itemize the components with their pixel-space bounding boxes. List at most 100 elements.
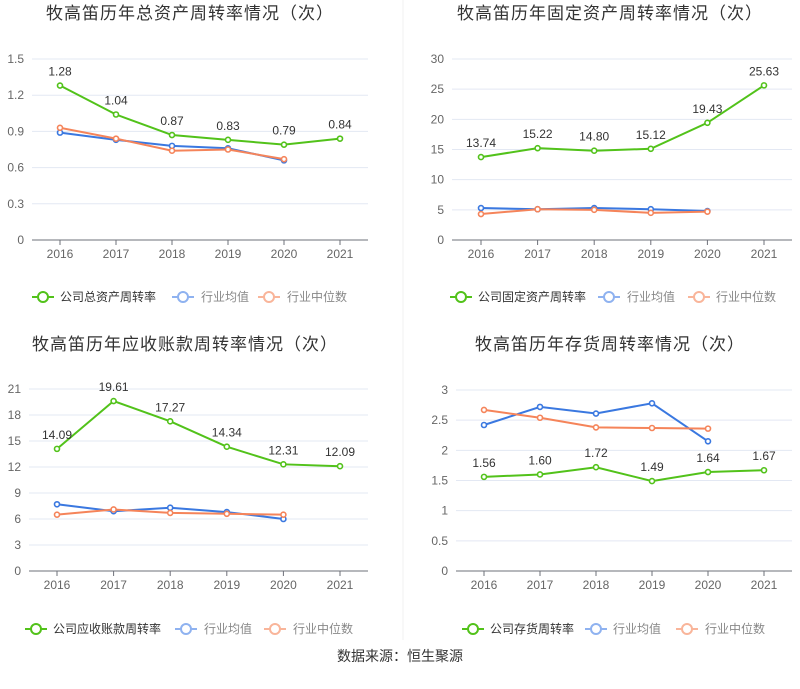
legend-circle-icon	[30, 623, 42, 635]
x-tick-label: 2018	[159, 247, 186, 261]
x-tick-label: 2018	[157, 578, 184, 592]
data-label: 15.22	[523, 127, 553, 141]
x-tick-label: 2019	[213, 578, 240, 592]
x-tick-label: 2019	[215, 247, 242, 261]
data-point-median	[280, 155, 288, 163]
y-tick-label: 0.9	[7, 124, 24, 138]
legend-item-avg[interactable]: 行业均值	[598, 289, 675, 304]
legend-circle-icon	[180, 623, 192, 635]
data-point-median	[477, 210, 485, 218]
data-point-company	[56, 82, 64, 89]
legend-circle-icon	[37, 291, 49, 303]
y-tick-label: 1	[441, 504, 448, 518]
data-point-median	[224, 146, 232, 153]
data-label: 1.49	[640, 460, 664, 474]
y-tick-label: 0	[14, 564, 21, 578]
data-point-median	[536, 414, 544, 422]
data-point-avg	[166, 504, 174, 512]
chart-title: 牧高笛历年总资产周转率情况（次）	[46, 4, 334, 23]
legend-label: 行业中位数	[293, 621, 353, 636]
data-source: 数据来源：恒生聚源	[337, 648, 463, 664]
legend-circle-icon	[681, 623, 693, 635]
data-point-company	[534, 144, 541, 152]
x-tick-label: 2020	[271, 247, 298, 261]
legend-circle-icon	[693, 291, 705, 303]
data-point-company	[223, 443, 231, 451]
data-label: 12.09	[325, 445, 355, 459]
legend-circle-icon	[269, 623, 281, 635]
chart-3: 牧高笛历年应收账款周转率情况（次） 0 3 6 9 12 15 18 21 2016 2017 201…	[8, 335, 368, 636]
legend-item-company[interactable]: 公司存货周转率	[462, 621, 574, 636]
data-label: 1.60	[528, 453, 552, 467]
series-line-avg	[483, 402, 709, 443]
chart-title: 牧高笛历年存货周转率情况（次）	[475, 335, 745, 354]
legend-item-avg[interactable]: 行业均值	[585, 621, 661, 636]
data-label: 1.72	[584, 446, 608, 460]
y-tick-label: 3	[441, 383, 448, 397]
y-tick-label: 15	[431, 143, 445, 157]
legend-item-company[interactable]: 公司固定资产周转率	[450, 289, 586, 304]
data-label: 1.04	[104, 94, 128, 108]
y-tick-label: 18	[8, 408, 22, 422]
data-label: 25.63	[749, 64, 779, 78]
data-label: 14.34	[212, 426, 242, 440]
data-label: 14.09	[42, 428, 72, 442]
data-point-avg	[648, 399, 656, 407]
legend-circle-icon	[177, 291, 189, 303]
y-tick-label: 2	[441, 443, 448, 457]
legend-circle-icon	[455, 291, 467, 303]
legend-label: 行业均值	[627, 289, 675, 304]
legend-item-median[interactable]: 行业中位数	[258, 289, 347, 304]
data-point-company	[590, 147, 598, 155]
y-tick-label: 0	[441, 564, 448, 578]
legend-label: 公司总资产周转率	[60, 289, 156, 304]
data-point-company	[53, 445, 61, 453]
legend-item-company[interactable]: 公司应收账款周转率	[25, 621, 161, 636]
x-tick-label: 2021	[327, 247, 354, 261]
x-tick-label: 2020	[270, 578, 297, 592]
data-point-median	[223, 510, 231, 518]
data-point-median	[53, 511, 61, 518]
x-tick-label: 2017	[524, 247, 551, 261]
y-tick-label: 21	[8, 382, 22, 396]
chart-title: 牧高笛历年固定资产周转率情况（次）	[457, 4, 763, 23]
data-point-company	[648, 477, 656, 485]
data-point-avg	[536, 403, 544, 411]
legend-circle-icon	[467, 623, 479, 635]
legend-item-median[interactable]: 行业中位数	[688, 289, 776, 304]
data-label: 0.87	[160, 114, 184, 128]
data-label: 1.64	[696, 451, 720, 465]
legend-item-median[interactable]: 行业中位数	[676, 621, 765, 636]
data-point-median	[280, 511, 287, 518]
y-tick-label: 10	[431, 173, 445, 187]
legend-item-median[interactable]: 行业中位数	[264, 621, 353, 636]
y-tick-label: 9	[14, 486, 21, 500]
y-tick-label: 0.5	[431, 534, 448, 548]
y-tick-label: 25	[431, 82, 445, 96]
data-point-median	[480, 406, 488, 414]
data-point-median	[590, 206, 598, 214]
legend-item-avg[interactable]: 行业均值	[175, 621, 252, 636]
data-point-company	[704, 468, 712, 476]
series-line-company	[56, 399, 341, 468]
data-point-avg	[704, 437, 712, 445]
y-tick-label: 20	[431, 112, 445, 126]
data-label: 19.43	[692, 102, 722, 116]
data-point-company	[224, 136, 232, 144]
data-point-avg	[53, 500, 61, 508]
y-tick-label: 1.2	[7, 88, 24, 102]
series-line-company	[480, 84, 765, 159]
data-point-company	[704, 119, 711, 127]
data-point-avg	[592, 410, 600, 417]
legend-item-avg[interactable]: 行业均值	[172, 289, 249, 304]
data-label: 13.74	[466, 136, 496, 150]
data-point-median	[112, 135, 120, 142]
data-point-median	[704, 425, 712, 432]
data-point-avg	[477, 204, 485, 212]
legend-label: 行业均值	[201, 289, 249, 304]
x-tick-label: 2021	[751, 578, 778, 592]
legend-item-company[interactable]: 公司总资产周转率	[32, 289, 156, 304]
legend-label: 行业中位数	[716, 289, 776, 304]
data-point-company	[166, 418, 174, 425]
